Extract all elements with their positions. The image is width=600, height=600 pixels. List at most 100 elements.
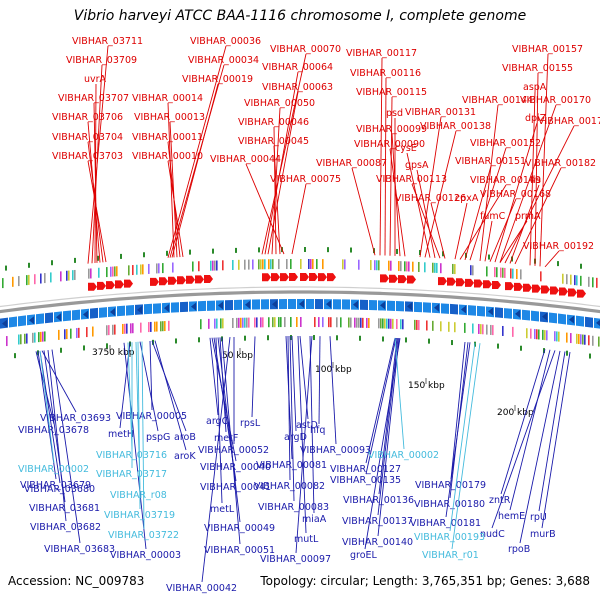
cog-stripe — [314, 317, 316, 328]
rna-marker — [497, 343, 499, 349]
reverse-gene-arrow — [558, 313, 566, 325]
cog-stripe — [142, 264, 144, 275]
cog-stripe — [214, 260, 216, 271]
cog-stripe — [300, 317, 302, 327]
cog-stripe — [296, 317, 298, 328]
cog-stripe — [74, 269, 76, 280]
cog-stripe — [384, 318, 386, 329]
cog-stripe — [38, 332, 40, 343]
scale-label: 200 kbp — [497, 408, 534, 418]
rna-marker — [419, 250, 421, 256]
cog-stripe — [244, 259, 246, 270]
forward-gene-arrow — [389, 274, 398, 283]
reverse-gene-label: rpoB — [508, 544, 530, 555]
forward-gene-label: VIBHAR_00014 — [132, 93, 203, 104]
rna-marker — [97, 255, 99, 261]
cog-stripe — [88, 268, 90, 279]
rna-marker — [189, 249, 191, 255]
rna-marker — [557, 261, 559, 267]
cog-stripe — [150, 321, 152, 332]
reverse-gene-arrow — [441, 303, 449, 314]
cog-stripe — [400, 319, 402, 330]
forward-gene-arrow — [106, 281, 115, 290]
forward-gene-label: VIBHAR_00116 — [350, 68, 421, 79]
cog-stripe — [578, 334, 580, 345]
forward-gene-label: VIBHAR_00063 — [262, 82, 333, 93]
rna-marker — [350, 247, 352, 253]
reverse-label-connector — [221, 337, 241, 545]
rna-marker — [28, 262, 30, 268]
rna-marker — [336, 335, 338, 341]
cog-stripe — [432, 320, 434, 331]
reverse-gene-label: pspG — [146, 432, 170, 443]
reverse-arrowhead — [137, 305, 142, 314]
rna-marker — [212, 248, 214, 254]
reverse-gene-arrow — [396, 301, 404, 312]
cog-stripe — [534, 329, 536, 340]
reverse-gene-arrow — [90, 307, 98, 319]
cog-stripe — [408, 261, 410, 272]
cog-stripe — [2, 278, 4, 289]
forward-label-connector — [379, 57, 383, 256]
forward-gene-label: VIBHAR_00138 — [420, 121, 491, 132]
cog-stripe — [512, 268, 514, 279]
cog-stripe — [516, 269, 518, 280]
reverse-arrowhead — [380, 301, 385, 310]
rna-marker — [304, 247, 306, 253]
cog-stripe — [452, 263, 454, 274]
cog-stripe — [140, 264, 142, 275]
cog-stripe — [60, 271, 62, 282]
forward-gene-label: VIBHAR_03704 — [52, 132, 123, 143]
cog-stripe — [542, 329, 544, 340]
cog-stripe — [106, 267, 108, 278]
cog-stripe — [358, 317, 360, 328]
backbone-group — [0, 286, 600, 314]
cog-stripe — [232, 259, 234, 270]
cog-stripe — [140, 322, 142, 333]
rna-marker — [198, 337, 200, 343]
cog-stripe — [312, 259, 314, 270]
forward-gene-label: cysE — [395, 143, 417, 154]
cog-stripe — [356, 317, 358, 328]
forward-gene-arrow — [492, 280, 501, 289]
forward-gene-label: VIBHAR_00090 — [354, 139, 425, 150]
cog-stripe — [520, 269, 522, 280]
cog-stripe — [322, 259, 324, 270]
rna-marker — [120, 253, 122, 259]
forward-gene-label: VIBHAR_00131 — [405, 107, 476, 118]
reverse-gene-arrow — [144, 303, 152, 315]
forward-gene-arrow — [465, 278, 474, 287]
forward-gene-arrow — [300, 273, 309, 281]
cog-stripe — [546, 330, 548, 341]
cog-stripe — [262, 259, 264, 270]
forward-label-connector — [411, 183, 441, 259]
scale-label: 3750 kbp — [92, 348, 135, 358]
cog-stripe — [424, 262, 426, 273]
reverse-gene-label: miaA — [302, 514, 327, 525]
forward-gene-label: VIBHAR_00152 — [470, 138, 541, 149]
cog-stripe — [50, 272, 52, 283]
rna-label-connector — [127, 342, 133, 450]
cog-stripe — [136, 264, 138, 275]
forward-gene-arrow — [271, 273, 280, 282]
forward-gene-label: aspA — [523, 82, 547, 93]
reverse-label-connector — [329, 336, 337, 445]
cog-stripe — [64, 329, 66, 340]
cog-stripe — [92, 326, 94, 337]
forward-gene-label: uvrA — [84, 74, 107, 85]
reverse-gene-arrow — [207, 300, 215, 311]
cog-stripe — [126, 323, 128, 334]
forward-gene-label: psd — [386, 108, 403, 119]
cog-stripe — [570, 274, 572, 285]
reverse-label-connector — [500, 349, 546, 495]
forward-gene-arrow — [514, 282, 523, 291]
cog-category-tracks — [2, 247, 600, 359]
cog-stripe — [336, 317, 338, 328]
rna-marker — [428, 338, 430, 344]
forward-label-connector — [261, 53, 307, 255]
cog-stripe — [592, 335, 594, 346]
cog-stripe — [490, 324, 492, 335]
cog-stripe — [540, 271, 542, 282]
forward-gene-label: VIBHAR_03709 — [66, 55, 137, 66]
rna-marker — [451, 340, 453, 346]
